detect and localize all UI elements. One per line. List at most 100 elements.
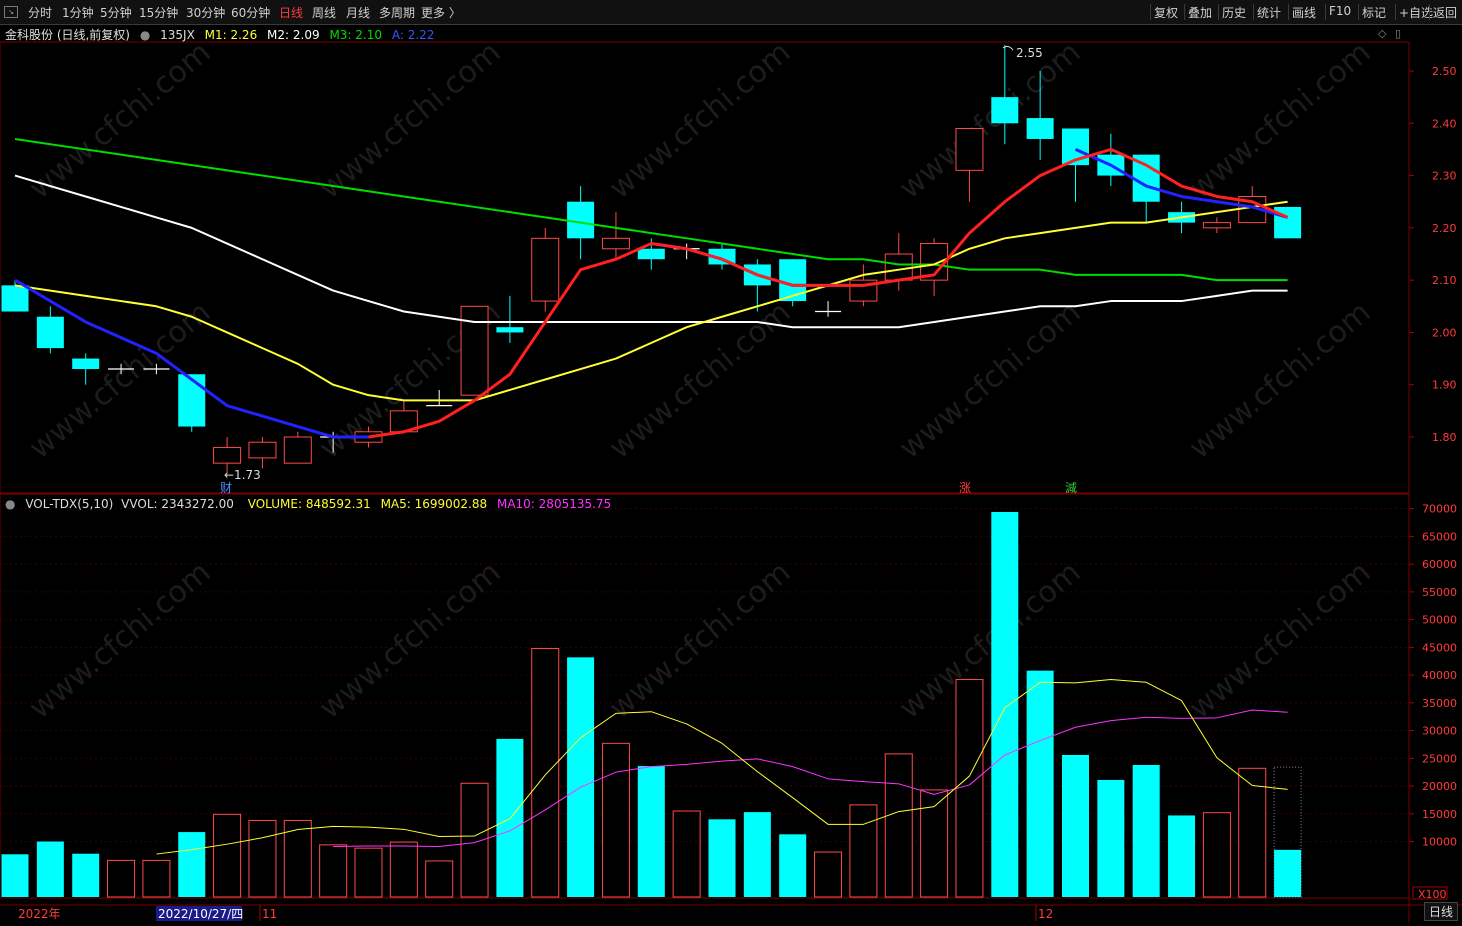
volume-value: VOLUME: 848592.31 <box>247 497 371 511</box>
toolbar-divider <box>1325 4 1326 20</box>
volume-indicator-name[interactable]: VOL-TDX(5,10) <box>25 497 114 511</box>
indicator-name[interactable]: 135JX <box>160 28 195 42</box>
month-label-0: 11 <box>262 907 277 921</box>
watermark: www.cfchi.com <box>1183 35 1378 206</box>
toolbar-divider <box>1184 4 1185 20</box>
high-pointer <box>1002 45 1014 51</box>
stock-title[interactable]: 金科股份 (日线,前复权) <box>5 28 130 42</box>
volume-bar-16 <box>567 657 595 897</box>
volume-bar-23 <box>814 851 843 898</box>
chart-canvas[interactable]: www.cfchi.com www.cfchi.com www.cfchi.com w… <box>0 25 1462 923</box>
candle-body <box>36 316 64 349</box>
period-tab-5[interactable]: 60分钟 <box>231 6 271 20</box>
volume-ma10-line <box>333 709 1288 848</box>
candle-15 <box>531 227 560 312</box>
watermark: www.cfchi.com <box>1183 555 1378 726</box>
volume-tick-label: 55000 <box>1422 586 1457 599</box>
volume-indicator-legend: ● VOL-TDX(5,10) VVOL: 2343272.00 VOLUME:… <box>5 497 617 511</box>
toolbar-button-0[interactable]: 复权 <box>1154 6 1179 20</box>
candle-29 <box>1026 71 1054 160</box>
volume-bar-5 <box>178 832 206 897</box>
toolbar-button-5[interactable]: F10 <box>1329 4 1352 18</box>
toolbar-divider <box>1358 4 1359 20</box>
watermark: www.cfchi.com <box>313 35 508 206</box>
yellow-ma-line <box>14 200 1288 402</box>
volume-ma5-line <box>156 679 1288 855</box>
m3-green-line <box>14 137 1288 282</box>
volume-tick-label: 35000 <box>1422 697 1457 710</box>
toolbar-button-6[interactable]: 标记 <box>1362 6 1387 20</box>
candle-body <box>213 446 242 464</box>
volume-bar-2 <box>72 853 100 897</box>
price-tick-label: 2.50 <box>1432 65 1457 78</box>
price-indicator-legend: 金科股份 (日线,前复权) ● 135JX M1: 2.26 M2: 2.09 … <box>5 26 440 43</box>
volume-tick-label: 20000 <box>1422 780 1457 793</box>
toolbar-button-2[interactable]: 历史 <box>1222 6 1247 20</box>
volume-bar-13 <box>460 782 489 898</box>
candle-body <box>991 97 1019 124</box>
toolbar-button-7[interactable]: +自选 <box>1399 6 1434 20</box>
volume-bar-8 <box>283 819 312 898</box>
period-tab-8[interactable]: 月线 <box>346 6 371 20</box>
candle-14 <box>496 295 524 343</box>
candle-body <box>178 374 206 427</box>
m2-white-line <box>14 174 1288 329</box>
period-tab[interactable]: 日线 <box>1423 902 1458 921</box>
volume-bar-19 <box>672 810 701 898</box>
watermark: www.cfchi.com <box>603 35 798 206</box>
toolbar-button-3[interactable]: 统计 <box>1257 6 1282 20</box>
cursor-date-label: 2022/10/27/四 <box>158 907 243 921</box>
period-tab-7[interactable]: 周线 <box>312 6 337 20</box>
candle-7 <box>248 437 277 469</box>
candle-body <box>601 237 630 250</box>
event-marker-2: 減 <box>1065 480 1077 495</box>
toolbar-divider <box>1150 4 1151 20</box>
candle-body <box>496 327 524 333</box>
a-blue-line <box>14 278 369 439</box>
volume-tick-label: 40000 <box>1422 669 1457 682</box>
candle-27 <box>955 128 984 202</box>
volume-bar-9 <box>319 844 348 898</box>
period-tab-6[interactable]: 日线 <box>279 6 304 20</box>
price-tick-label: 2.30 <box>1432 170 1457 183</box>
volume-tick-label: 60000 <box>1422 558 1457 571</box>
period-tab-10[interactable]: 更多 〉 <box>421 6 461 20</box>
candle-5 <box>178 374 206 432</box>
watermark: www.cfchi.com <box>23 555 218 726</box>
volume-tick-label: 25000 <box>1422 752 1457 765</box>
candle-body <box>1026 118 1054 139</box>
candle-34 <box>1202 217 1231 234</box>
volume-tick-label: 50000 <box>1422 614 1457 627</box>
volume-bar-15 <box>531 647 560 898</box>
info-dot-icon[interactable]: ● <box>5 497 16 511</box>
candle-0 <box>1 280 29 312</box>
info-dot-icon[interactable]: ● <box>139 28 151 42</box>
period-tab-9[interactable]: 多周期 <box>379 6 416 20</box>
candle-body <box>708 248 736 265</box>
toolbar-button-4[interactable]: 画线 <box>1292 6 1317 20</box>
candle-body <box>248 441 277 459</box>
candle-body <box>531 237 560 302</box>
toolbar-divider <box>1218 4 1219 20</box>
watermark: www.cfchi.com <box>313 555 508 726</box>
volume-bar-1 <box>36 841 64 897</box>
toolbar-button-8[interactable]: 返回 <box>1433 6 1458 20</box>
volume-bar-31 <box>1097 779 1125 897</box>
period-tab-3[interactable]: 15分钟 <box>139 6 179 20</box>
candle-20 <box>708 243 736 270</box>
toolbar-button-1[interactable]: 叠加 <box>1188 6 1213 20</box>
candle-body <box>884 253 913 281</box>
watermark: www.cfchi.com <box>893 35 1088 206</box>
volume-bar-10 <box>354 847 383 898</box>
period-tab-2[interactable]: 5分钟 <box>100 6 132 20</box>
volume-bar-14 <box>496 738 524 897</box>
kline-chart[interactable]: www.cfchi.com www.cfchi.com www.cfchi.com w… <box>0 25 1462 923</box>
candle-23 <box>815 301 842 317</box>
volume-bar-25 <box>884 753 913 898</box>
period-tab-1[interactable]: 1分钟 <box>62 6 94 20</box>
period-tab-4[interactable]: 30分钟 <box>186 6 226 20</box>
period-tab-0[interactable]: 分时 <box>28 6 53 20</box>
volume-bar-30 <box>1062 754 1089 897</box>
volume-bar-12 <box>425 860 454 898</box>
collapse-icon[interactable]: ↘ <box>4 6 18 18</box>
